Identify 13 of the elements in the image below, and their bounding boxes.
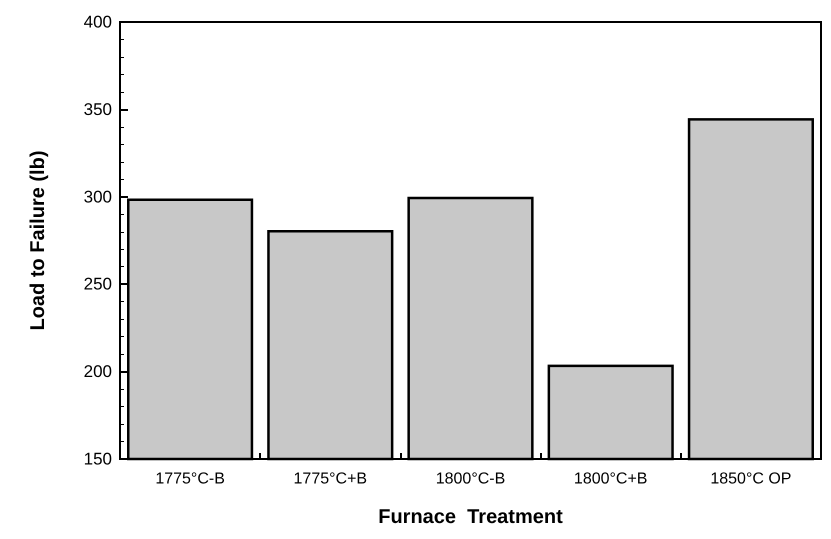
y-tick-label: 350 [84,100,112,119]
x-tick-label: 1800°C+B [574,470,648,488]
y-tick-label: 300 [84,187,112,206]
x-tick-label: 1850°C OP [710,470,792,488]
x-tick-label: 1775°C-B [155,470,225,488]
x-axis-title: Furnace Treatment [378,506,564,528]
y-tick-label: 250 [84,274,112,294]
y-tick-label: 150 [84,450,112,468]
x-tick-label: 1775°C+B [294,470,368,488]
y-axis-title: Load to Failure (lb) [27,150,49,330]
y-tick-label: 400 [84,12,112,32]
y-tick-label: 200 [84,362,112,382]
x-tick-label: 1800°C-B [436,470,506,488]
